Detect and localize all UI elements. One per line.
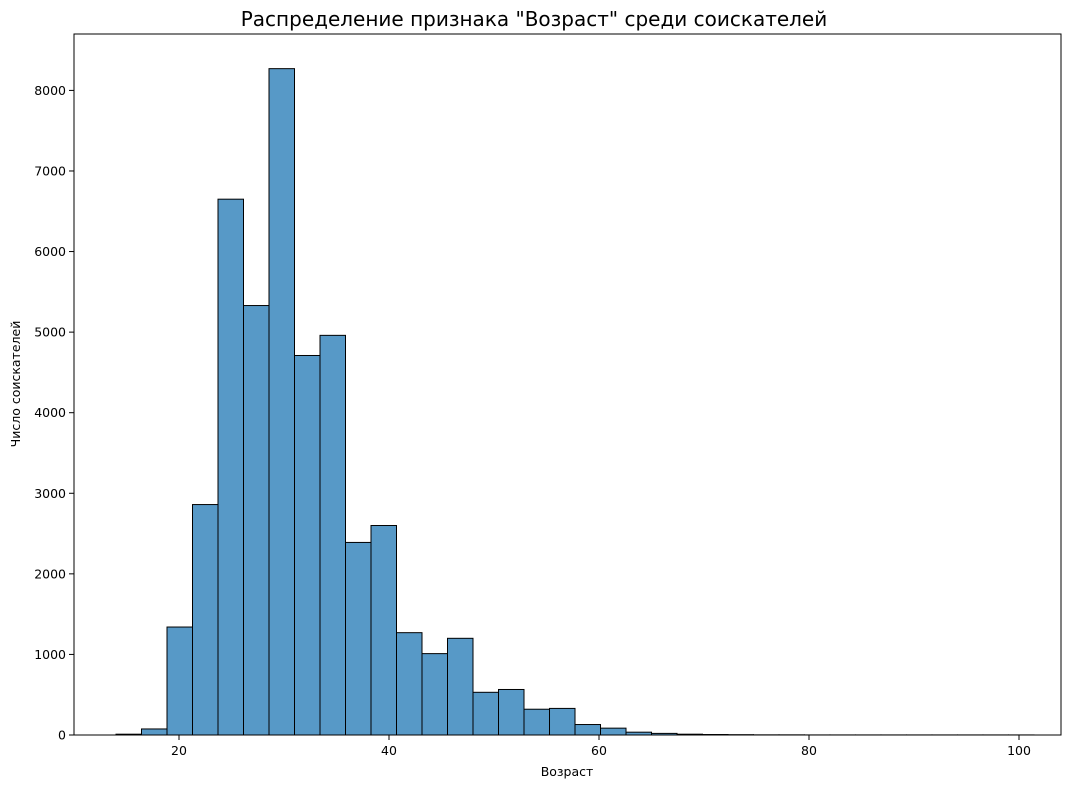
- histogram-bar: [166, 626, 193, 736]
- y-axis-label: Число соискателей: [8, 321, 23, 448]
- histogram-bar: [319, 334, 346, 736]
- histogram-bar: [370, 525, 397, 736]
- histogram-bar: [396, 632, 423, 736]
- histogram-bar: [549, 707, 576, 736]
- x-axis-ticks: 20 40 60 80 100: [171, 735, 1031, 758]
- x-tick-label: 40: [381, 743, 397, 758]
- y-tick-label: 1000: [34, 647, 66, 662]
- histogram-bar: [141, 728, 168, 736]
- y-tick-label: 5000: [34, 325, 66, 340]
- x-tick-label: 20: [171, 743, 187, 758]
- histogram-bar: [421, 653, 448, 736]
- x-tick-label: 100: [1007, 743, 1031, 758]
- histogram-bar: [574, 724, 602, 736]
- x-tick-label: 80: [801, 743, 817, 758]
- y-tick-label: 2000: [34, 566, 66, 581]
- bars-group: [115, 68, 1035, 736]
- y-axis-ticks: 0 1000 2000 3000 4000 5000 6000 7000 8000: [34, 83, 74, 743]
- plot-area-frame: [73, 33, 1062, 736]
- x-tick-label: 60: [591, 743, 607, 758]
- histogram-bar: [523, 708, 550, 736]
- histogram-bar: [268, 68, 295, 736]
- y-tick-label: 6000: [34, 244, 66, 259]
- histogram-bar: [447, 637, 474, 736]
- histogram-bar: [192, 504, 219, 736]
- y-tick-label: 0: [58, 728, 66, 743]
- histogram-bar: [498, 688, 525, 736]
- y-tick-label: 8000: [34, 83, 66, 98]
- x-axis-label: Возраст: [541, 764, 594, 779]
- chart-title: Распределение признака "Возраст" среди с…: [241, 7, 828, 31]
- histogram-bar: [243, 305, 270, 736]
- histogram-bar: [600, 727, 627, 736]
- y-tick-label: 3000: [34, 486, 66, 501]
- y-tick-label: 7000: [34, 163, 66, 178]
- histogram-bar: [345, 541, 372, 736]
- y-tick-label: 4000: [34, 405, 66, 420]
- histogram-bar: [217, 198, 244, 736]
- histogram-bar: [472, 691, 499, 736]
- histogram-bar: [294, 354, 321, 736]
